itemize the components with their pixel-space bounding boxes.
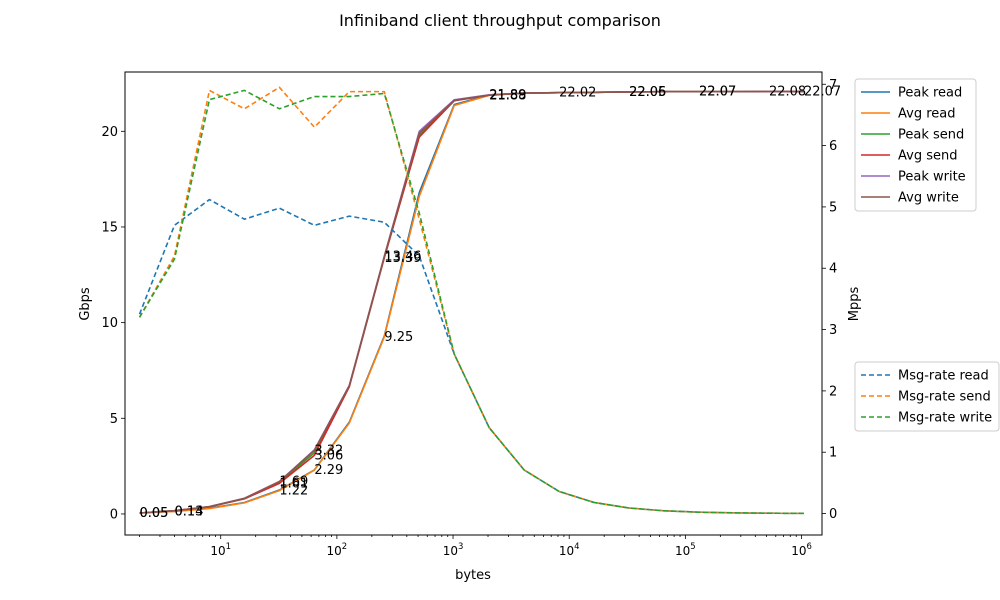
y-axis-label: Gbps — [78, 287, 93, 321]
series-line-msg-rate-read — [138, 198, 804, 515]
series-lines — [138, 86, 804, 515]
y2-tick-label: 3 — [829, 323, 837, 338]
y-axis-ticks: 0 5 10 15 20 — [101, 125, 125, 522]
data-label: 1.69 — [279, 475, 308, 490]
data-label: 22.02 — [559, 86, 596, 101]
y2-axis-label: Mpps — [847, 287, 862, 322]
y2-tick-label: 4 — [829, 262, 837, 277]
x-tick-exponent: 2 — [342, 542, 347, 552]
x-tick-base: 10 — [327, 544, 342, 558]
y-tick-label: 20 — [101, 125, 118, 140]
y2-axis-ticks: 0 1 2 3 4 5 6 7 — [822, 78, 837, 522]
series-line-peak-write — [139, 90, 804, 514]
x-axis-label: bytes — [455, 568, 491, 583]
data-label: 22.05 — [629, 85, 666, 100]
legend-label: Peak send — [898, 128, 964, 143]
y2-tick-label: 5 — [829, 200, 837, 215]
legend-right: Msg-rate read Msg-rate send Msg-rate write — [854, 361, 1000, 432]
legend-frame — [854, 361, 1000, 432]
y2-tick-label: 6 — [829, 139, 837, 154]
legend-left: Peak read Avg read Peak send Avg send Peak w… — [854, 78, 977, 212]
y2-tick-label: 0 — [829, 507, 837, 522]
data-label: 2.29 — [314, 463, 343, 478]
legend-label: Avg write — [898, 191, 959, 206]
legend-label: Msg-rate send — [898, 390, 991, 405]
data-label: 1.22 — [279, 484, 308, 499]
data-label: 21.88 — [489, 88, 526, 103]
x-tick-exponent: 6 — [806, 542, 811, 552]
x-tick-label: 105 — [675, 542, 696, 558]
legend-label: Peak write — [898, 170, 966, 185]
data-label: 3.06 — [314, 448, 343, 463]
data-label: 21.89 — [489, 88, 526, 103]
chart-title: Infiniband client throughput comparison — [339, 11, 661, 30]
series-line-avg-read — [139, 90, 804, 514]
x-tick-base: 10 — [675, 544, 690, 558]
y2-tick-label: 2 — [829, 384, 837, 399]
plot-area-frame — [124, 71, 823, 536]
x-tick-label: 102 — [327, 542, 348, 558]
data-label: 9.25 — [384, 330, 413, 345]
y-tick-label: 15 — [101, 220, 118, 235]
series-line-peak-read — [139, 90, 804, 514]
x-tick-label: 106 — [791, 542, 812, 558]
series-line-msg-rate-send — [138, 86, 804, 515]
data-label: 22.06 — [629, 85, 666, 100]
data-label: 0.14 — [174, 504, 203, 519]
x-tick-base: 10 — [791, 544, 806, 558]
series-line-peak-send — [139, 90, 804, 514]
y-tick-label: 0 — [110, 507, 118, 522]
legend-frame — [854, 78, 977, 212]
x-tick-base: 10 — [210, 544, 225, 558]
x-axis-ticks: 101 102 103 104 105 106 — [139, 535, 812, 558]
series-line-avg-write — [139, 90, 804, 514]
x-tick-exponent: 3 — [458, 542, 463, 552]
x-tick-exponent: 4 — [574, 542, 579, 552]
legend-label: Peak read — [898, 86, 962, 101]
data-label: 0.05 — [140, 506, 169, 521]
x-tick-label: 103 — [443, 542, 464, 558]
legend-label: Avg send — [898, 149, 957, 164]
x-tick-label: 104 — [559, 542, 580, 558]
data-label: 0.13 — [174, 504, 203, 519]
series-line-avg-send — [139, 90, 804, 514]
y2-tick-label: 1 — [829, 446, 837, 461]
x-tick-label: 101 — [210, 542, 231, 558]
y2-tick-label: 7 — [829, 78, 837, 93]
x-tick-base: 10 — [443, 544, 458, 558]
data-label: 22.07 — [804, 85, 841, 100]
x-tick-exponent: 1 — [226, 542, 231, 552]
data-label: 3.32 — [314, 443, 343, 458]
y-tick-label: 10 — [101, 316, 118, 331]
data-label: 13.39 — [384, 251, 421, 266]
data-label: 1.61 — [279, 476, 308, 491]
y-tick-label: 5 — [110, 412, 118, 427]
legend-label: Msg-rate write — [898, 411, 992, 426]
legend-label: Msg-rate read — [898, 369, 989, 384]
x-tick-exponent: 5 — [690, 542, 695, 552]
data-label: 22.08 — [769, 85, 806, 100]
data-label: 22.07 — [699, 85, 736, 100]
series-line-msg-rate-write — [138, 89, 804, 515]
data-label: 22.07 — [699, 85, 736, 100]
data-label: 13.46 — [384, 249, 421, 264]
x-tick-base: 10 — [559, 544, 574, 558]
legend-label: Avg read — [898, 107, 955, 122]
data-labels: 0.050.05 0.140.131.691.611.223.323.062.29… — [140, 85, 842, 521]
data-label: 0.05 — [140, 506, 169, 521]
